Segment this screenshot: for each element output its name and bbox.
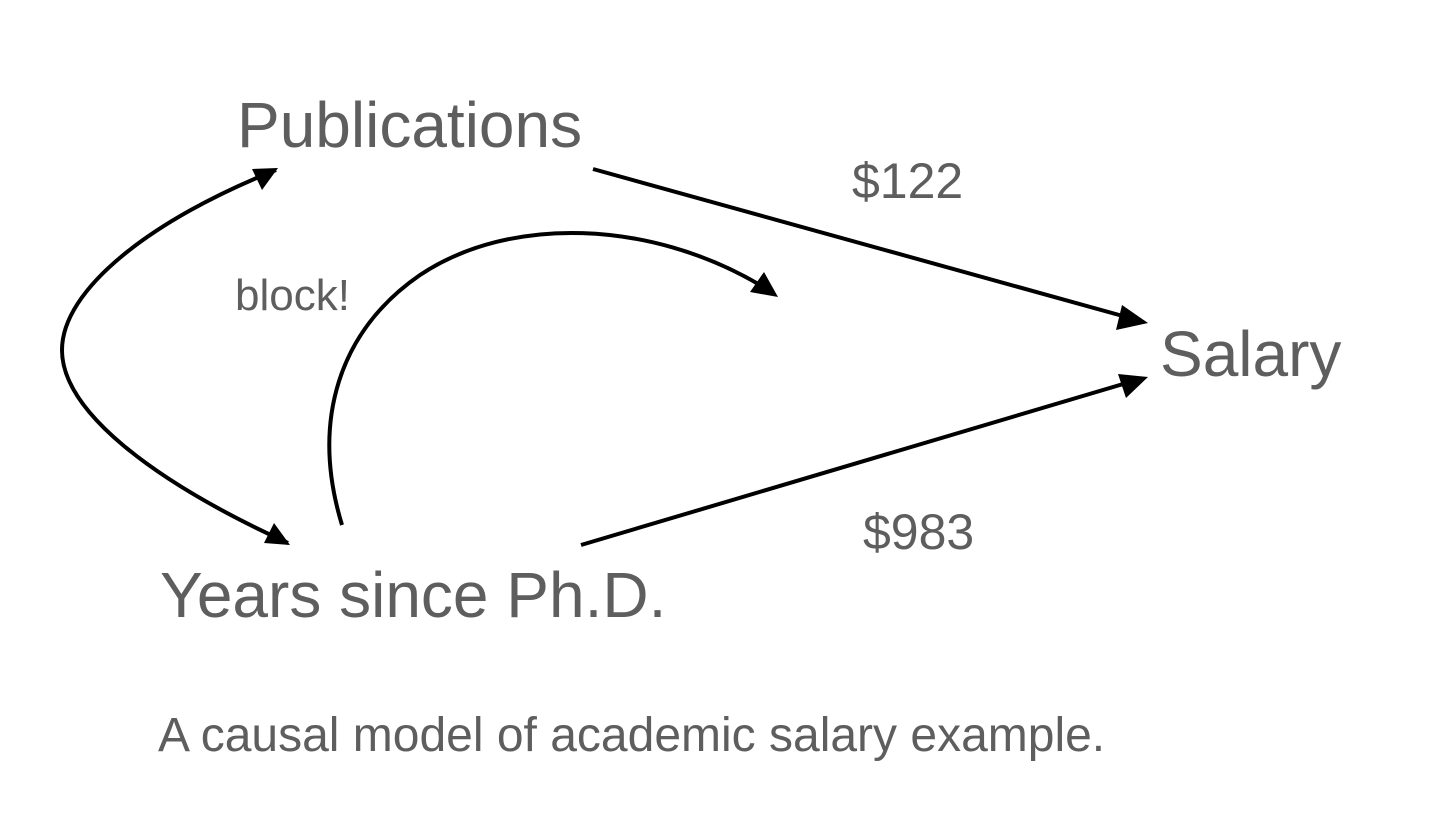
arrowhead-salary-bottom	[1118, 374, 1148, 398]
edge-years-salary	[580, 380, 1131, 547]
edge-label-years-salary: $983	[863, 504, 975, 560]
publications-years-curve	[59, 168, 289, 545]
figure-caption: A causal model of academic salary exampl…	[158, 709, 1106, 762]
block-curve	[327, 231, 762, 526]
arrowhead-block	[750, 272, 778, 297]
arrowhead-years	[264, 523, 290, 545]
arrowhead-salary-top	[1116, 305, 1148, 330]
edge-publications-salary	[592, 167, 1131, 320]
arrowhead-publications	[252, 168, 278, 190]
node-years-since-phd: Years since Ph.D.	[160, 559, 667, 631]
node-salary: Salary	[1160, 318, 1342, 390]
edge-label-publications-salary: $122	[852, 153, 964, 209]
node-publications: Publications	[237, 89, 583, 161]
block-annotation: block!	[235, 271, 350, 320]
